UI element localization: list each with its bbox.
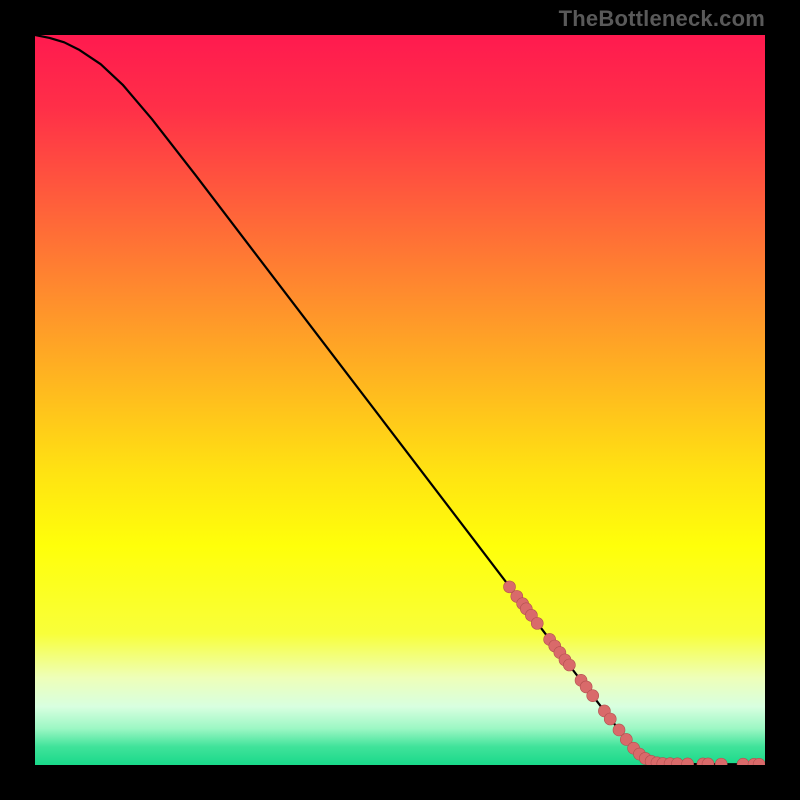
gradient-chart-svg bbox=[35, 35, 765, 765]
data-marker bbox=[587, 690, 599, 702]
data-marker bbox=[531, 617, 543, 629]
plot-area bbox=[35, 35, 765, 765]
gradient-background bbox=[35, 35, 765, 765]
data-marker bbox=[604, 713, 616, 725]
chart-frame: TheBottleneck.com bbox=[0, 0, 800, 800]
watermark-text: TheBottleneck.com bbox=[559, 6, 765, 32]
data-marker bbox=[563, 659, 575, 671]
